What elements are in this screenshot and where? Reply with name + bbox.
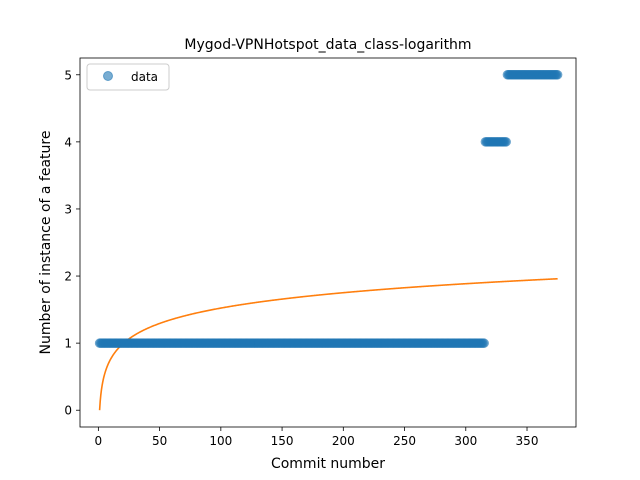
data-point bbox=[501, 137, 511, 147]
x-tick-label: 100 bbox=[209, 434, 232, 448]
plot-area bbox=[80, 58, 576, 427]
y-tick-label: 3 bbox=[64, 202, 72, 216]
fit-line bbox=[98, 277, 558, 411]
x-tick-label: 250 bbox=[393, 434, 416, 448]
y-axis-label: Number of instance of a feature bbox=[38, 131, 54, 355]
y-tick-label: 1 bbox=[64, 337, 72, 351]
y-tick-label: 4 bbox=[64, 135, 72, 149]
legend: data bbox=[86, 63, 170, 91]
x-tick-label: 350 bbox=[516, 434, 539, 448]
x-tick-label: 0 bbox=[95, 434, 103, 448]
fit-line-group bbox=[98, 277, 558, 411]
legend-label-data: data bbox=[131, 70, 158, 84]
y-tick-label: 2 bbox=[64, 270, 72, 284]
plot-frame bbox=[79, 57, 577, 428]
data-points bbox=[94, 70, 563, 348]
legend-marker bbox=[103, 71, 113, 81]
x-tick-label: 200 bbox=[332, 434, 355, 448]
chart-title: Mygod-VPNHotspot_data_class-logarithm bbox=[184, 37, 471, 53]
x-tick-label: 300 bbox=[454, 434, 477, 448]
x-axis: 0 50 100 150 200 250 300 350 bbox=[95, 427, 539, 448]
plot-background bbox=[80, 58, 576, 427]
x-tick-label: 150 bbox=[271, 434, 294, 448]
x-axis-label: Commit number bbox=[271, 456, 385, 472]
y-tick-label: 0 bbox=[64, 404, 72, 418]
data-point bbox=[552, 70, 563, 80]
data-point bbox=[479, 338, 489, 348]
x-tick-label: 50 bbox=[152, 434, 167, 448]
y-axis: 0 1 2 3 4 5 bbox=[64, 68, 80, 418]
y-tick-label: 5 bbox=[64, 68, 72, 82]
legend-box bbox=[86, 63, 170, 91]
